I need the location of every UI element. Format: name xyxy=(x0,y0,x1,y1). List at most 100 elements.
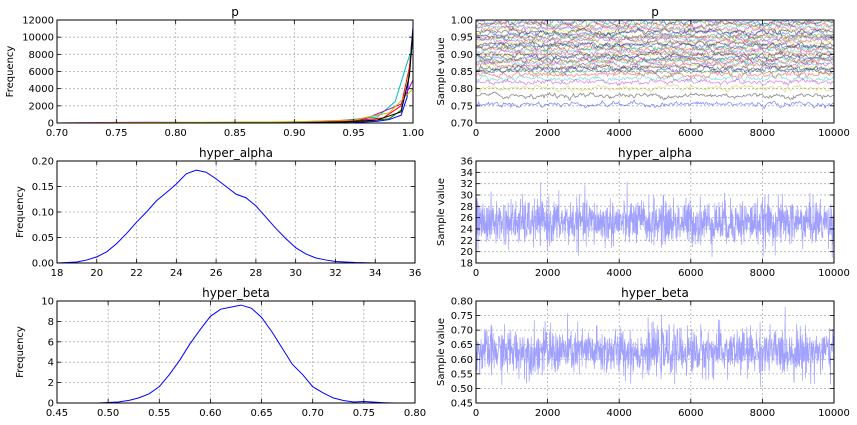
y-tick-label: 4 xyxy=(48,358,54,369)
x-tick-label: 0.70 xyxy=(46,128,68,139)
y-tick-label: 0 xyxy=(48,399,54,410)
y-tick-label: 0.50 xyxy=(451,384,473,395)
grid xyxy=(57,20,413,123)
y-tick-label: 0.60 xyxy=(451,355,473,366)
x-tick-label: 6000 xyxy=(678,128,703,139)
y-axis-label: Sample value xyxy=(436,38,447,106)
grid xyxy=(57,161,415,263)
chart-title: hyper_beta xyxy=(202,286,270,300)
y-tick-label: 0.90 xyxy=(451,50,473,61)
trace-line xyxy=(476,182,834,258)
x-tick-label: 30 xyxy=(289,268,302,279)
y-tick-label: 24 xyxy=(460,225,473,236)
chart-title: p xyxy=(231,5,239,19)
x-tick-label: 10000 xyxy=(818,128,850,139)
y-tick-label: 10000 xyxy=(22,33,54,44)
x-tick-label: 0.80 xyxy=(165,128,187,139)
x-tick-label: 2000 xyxy=(535,408,560,419)
y-tick-label: 0.05 xyxy=(32,233,54,244)
density-line xyxy=(98,305,395,403)
chart-title: hyper_beta xyxy=(621,286,689,300)
x-tick-label: 32 xyxy=(329,268,342,279)
x-tick-label: 0.70 xyxy=(302,408,324,419)
y-tick-label: 0.55 xyxy=(451,369,473,380)
y-axis-label: Sample value xyxy=(436,318,447,386)
y-tick-label: 22 xyxy=(460,236,473,247)
x-tick-label: 36 xyxy=(409,268,422,279)
plot-area xyxy=(57,170,415,263)
x-tick-label: 2000 xyxy=(535,268,560,279)
x-tick-label: 8000 xyxy=(750,268,775,279)
y-tick-label: 2000 xyxy=(29,101,54,112)
chart-title: hyper_alpha xyxy=(618,146,692,160)
x-tick-label: 0.80 xyxy=(404,408,426,419)
hyper-alpha-trace-panel: 0 2000 4000 6000 8000 10000 182022242628303234… xyxy=(436,146,850,279)
y-tick-label: 8000 xyxy=(29,50,54,61)
x-tick-label: 1.00 xyxy=(402,128,424,139)
y-tick-label: 36 xyxy=(460,157,473,168)
y-tick-label: 26 xyxy=(460,213,473,224)
plot-area xyxy=(98,305,395,403)
chart-title: hyper_alpha xyxy=(199,146,273,160)
y-tick-label: 4000 xyxy=(29,84,54,95)
x-tick-label: 0 xyxy=(473,128,479,139)
y-tick-label: 0.85 xyxy=(451,67,473,78)
p-trace-panel: 0 2000 4000 6000 8000 10000 0.70 0.75 0.80 0.85 0.… xyxy=(436,5,850,139)
x-tick-label: 28 xyxy=(250,268,263,279)
x-tick-label: 26 xyxy=(210,268,223,279)
x-tick-label: 6000 xyxy=(678,408,703,419)
trace-line xyxy=(476,78,834,85)
x-tick-label: 0.45 xyxy=(46,408,68,419)
x-tick-label: 24 xyxy=(170,268,183,279)
x-tick-label: 18 xyxy=(51,268,64,279)
y-axis-label: Frequency xyxy=(15,326,26,378)
y-tick-label: 0.75 xyxy=(451,311,473,322)
trace-line xyxy=(476,84,834,92)
x-tick-label: 6000 xyxy=(678,268,703,279)
p-histogram-panel: 0.70 0.75 0.80 0.85 0.90 0.95 1.00 0 2000 4000 600… xyxy=(5,5,424,139)
x-tick-label: 0.75 xyxy=(105,128,127,139)
grid xyxy=(57,301,415,403)
x-tick-label: 10000 xyxy=(818,408,850,419)
x-tick-label: 4000 xyxy=(606,408,631,419)
y-tick-label: 6 xyxy=(48,337,54,348)
hyper-alpha-histogram-panel: 18 20 22 24 26 28 30 32 34 36 0.00 0.05 0.10 0.15 0.20… xyxy=(15,146,421,279)
y-tick-label: 0.20 xyxy=(32,157,54,168)
x-tick-label: 8000 xyxy=(750,408,775,419)
x-tick-label: 0.50 xyxy=(97,408,119,419)
hyper-beta-histogram-panel: 0.45 0.50 0.55 0.60 0.65 0.70 0.75 0.80 0 2 4 6 8 10 h… xyxy=(15,286,426,419)
y-tick-label: 6000 xyxy=(29,67,54,78)
x-tick-label: 4000 xyxy=(606,128,631,139)
x-tick-label: 22 xyxy=(130,268,143,279)
y-tick-label: 2 xyxy=(48,378,54,389)
y-tick-label: 10 xyxy=(41,297,54,308)
y-tick-label: 0.95 xyxy=(451,33,473,44)
y-tick-label: 0.45 xyxy=(451,399,473,410)
x-tick-label: 0.65 xyxy=(250,408,272,419)
x-tick-label: 0.90 xyxy=(283,128,305,139)
trace-line xyxy=(476,307,834,387)
y-tick-label: 0.75 xyxy=(451,101,473,112)
y-tick-label: 0.15 xyxy=(32,182,54,193)
y-tick-label: 0.70 xyxy=(451,119,473,130)
y-tick-label: 0.80 xyxy=(451,297,473,308)
y-axis-label: Frequency xyxy=(5,46,16,98)
y-tick-label: 8 xyxy=(48,317,54,328)
y-tick-label: 28 xyxy=(460,202,473,213)
x-tick-label: 0 xyxy=(473,408,479,419)
x-tick-label: 0.75 xyxy=(353,408,375,419)
x-tick-label: 20 xyxy=(90,268,103,279)
x-tick-label: 0.85 xyxy=(224,128,246,139)
x-tick-label: 0.55 xyxy=(148,408,170,419)
chart-title: p xyxy=(651,5,659,19)
y-axis-label: Sample value xyxy=(436,178,447,246)
x-tick-label: 0 xyxy=(473,268,479,279)
trace-line xyxy=(476,100,834,108)
x-tick-label: 2000 xyxy=(535,128,560,139)
y-tick-label: 0.10 xyxy=(32,208,54,219)
axes-frame xyxy=(57,301,415,403)
x-tick-label: 34 xyxy=(369,268,382,279)
plot-area xyxy=(476,17,834,109)
x-tick-label: 4000 xyxy=(606,268,631,279)
